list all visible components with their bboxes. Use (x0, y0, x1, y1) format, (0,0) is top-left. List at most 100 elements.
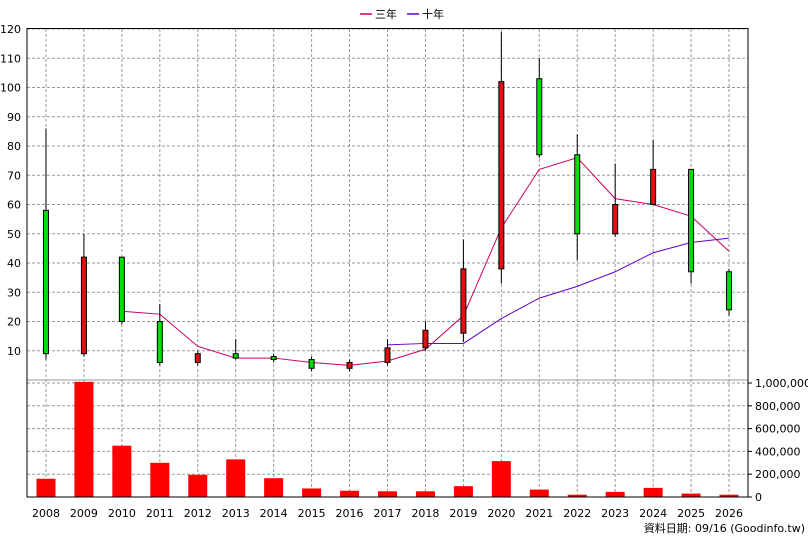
x-tick-label: 2023 (601, 507, 629, 520)
candle-body (270, 356, 277, 361)
x-tick-label: 2015 (298, 507, 326, 520)
candle-body (688, 168, 695, 273)
candle (612, 163, 619, 237)
x-tick-label: 2026 (715, 507, 743, 520)
y-tick-label-price: 20 (7, 316, 21, 329)
y-tick-label-price: 10 (7, 345, 21, 358)
x-tick-label: 2024 (639, 507, 667, 520)
volume-bar (605, 491, 625, 497)
candle (384, 339, 391, 366)
volume-bars (36, 381, 739, 497)
candle-body (422, 329, 429, 349)
x-tick-label: 2014 (260, 507, 288, 520)
x-tick-label: 2010 (108, 507, 136, 520)
x-tick-label: 2012 (184, 507, 212, 520)
volume-bar (643, 487, 663, 497)
candle-body (574, 154, 581, 235)
candle (118, 256, 125, 325)
volume-bar (188, 474, 208, 497)
volume-bar (150, 462, 170, 497)
candle-body (42, 209, 49, 355)
volume-bar (453, 486, 473, 497)
candle-body (612, 204, 619, 235)
volume-bar (681, 493, 701, 497)
y-tick-label-price: 110 (0, 52, 21, 65)
y-tick-label-price: 60 (7, 199, 21, 212)
x-tick-label: 2017 (374, 507, 402, 520)
candle (536, 58, 543, 158)
x-tick-label: 2021 (525, 507, 553, 520)
candle (726, 268, 733, 316)
volume-bar (415, 491, 435, 497)
candle-body (726, 271, 733, 311)
candle-body (498, 81, 505, 270)
y-tick-label-price: 90 (7, 111, 21, 124)
candle-body (536, 78, 543, 156)
y-tick-label-price: 80 (7, 140, 21, 153)
x-tick-label: 2009 (70, 507, 98, 520)
ma10-line (387, 237, 730, 346)
y-tick-label-volume: 200,000 (755, 468, 801, 481)
x-tick-label: 2025 (677, 507, 705, 520)
candle (460, 239, 467, 342)
candle-body (194, 353, 201, 363)
volume-bar (567, 494, 587, 497)
footer-source-text: 資料日期: 09/16 (Goodinfo.tw) (644, 521, 805, 535)
volume-bar (264, 478, 284, 497)
y-tick-label-volume: 400,000 (755, 445, 801, 458)
candle-body (308, 359, 315, 369)
x-tick-label: 2022 (563, 507, 591, 520)
volume-bar (491, 461, 511, 497)
candle-body (156, 321, 163, 363)
volume-bar (302, 488, 322, 497)
x-tick-label: 2011 (146, 507, 174, 520)
candle (498, 31, 505, 284)
y-tick-label-price: 50 (7, 228, 21, 241)
legend: 三年 十年 (360, 7, 444, 21)
candle (42, 128, 49, 360)
y-tick-label-volume: 600,000 (755, 423, 801, 436)
y-tick-label-price: 70 (7, 169, 21, 182)
x-tick-label: 2008 (32, 507, 60, 520)
candle (574, 134, 581, 261)
x-tick-label: 2016 (336, 507, 364, 520)
y-tick-label-volume: 0 (755, 491, 762, 504)
candle (422, 321, 429, 351)
volume-bar (340, 490, 360, 497)
candles (42, 31, 733, 372)
y-tick-label-volume: 1,000,000 (755, 377, 808, 390)
plot-frame (26, 28, 749, 498)
candle (232, 339, 239, 360)
candle-body (118, 256, 125, 322)
candle (270, 353, 277, 363)
candle-body (346, 361, 353, 369)
candle-body (80, 256, 87, 355)
candle-body (460, 268, 467, 334)
axes: 2008 2009 2010 2011 2012 2013 2014 2015 2016 2017… (0, 23, 808, 520)
y-tick-label-price: 40 (7, 257, 21, 270)
x-tick-label: 2018 (411, 507, 439, 520)
candle (346, 359, 353, 372)
y-tick-label-price: 30 (7, 286, 21, 299)
volume-bar (226, 459, 246, 497)
candle (308, 356, 315, 372)
x-tick-label: 2019 (449, 507, 477, 520)
y-tick-label-price: 120 (0, 23, 21, 36)
volume-bar (719, 494, 739, 497)
legend-label: 十年 (422, 7, 444, 21)
y-tick-label-price: 100 (0, 82, 21, 95)
volume-bar (36, 478, 56, 497)
y-tick-label-volume: 800,000 (755, 400, 801, 413)
volume-bar (74, 381, 94, 497)
candle (80, 233, 87, 357)
candle (688, 168, 695, 284)
candle-body (384, 347, 391, 363)
candle (650, 140, 657, 205)
candle-body (232, 353, 239, 359)
volume-bar (529, 489, 549, 497)
candle-body (650, 168, 657, 205)
candle (194, 350, 201, 366)
candle (156, 303, 163, 366)
